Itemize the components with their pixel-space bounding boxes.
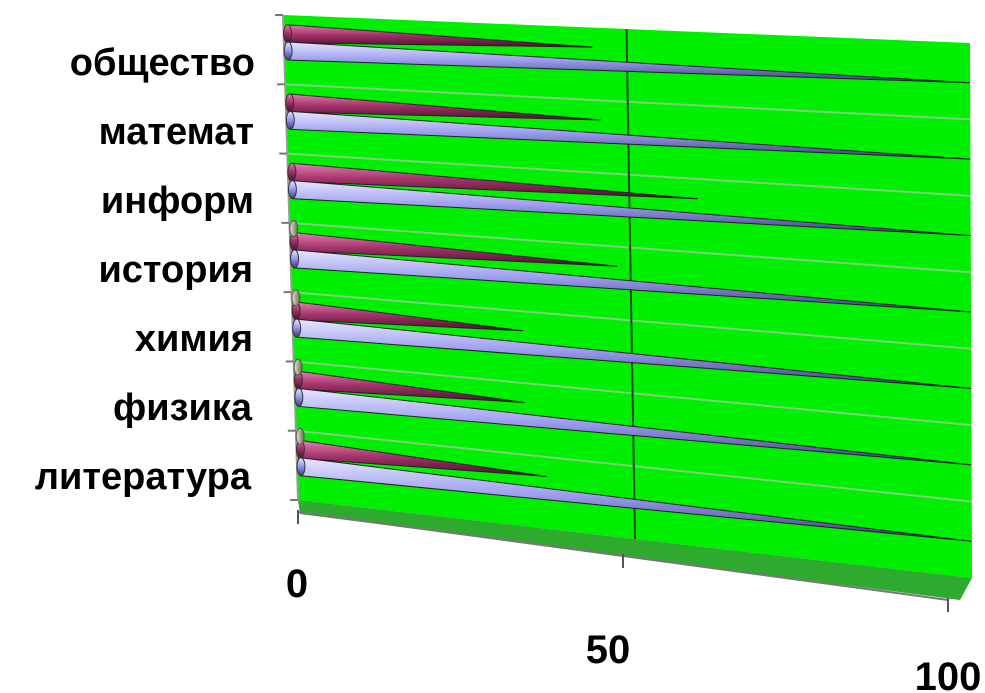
- bar-series-3: [293, 358, 303, 376]
- tick-labels: 0 50 100: [286, 562, 982, 693]
- bar-series-2: [287, 180, 971, 237]
- bar-series-2: [294, 387, 972, 466]
- value-axis: [275, 14, 949, 612]
- x-tick-label: 0: [286, 562, 308, 606]
- category-label: информ: [101, 180, 254, 222]
- category-label: литература: [35, 456, 252, 498]
- x-tick-label: 50: [586, 628, 631, 672]
- bar-series-1: [289, 232, 617, 267]
- category-label: физика: [113, 387, 253, 429]
- category-label: химия: [135, 318, 253, 360]
- bar-series-2: [283, 41, 971, 84]
- bar-series-2: [285, 110, 971, 160]
- bar-series-2: [290, 249, 972, 313]
- x-tick-label: 100: [915, 655, 982, 693]
- chart-floor: [298, 500, 972, 600]
- bar-series-3: [289, 220, 299, 238]
- bar-series-2: [296, 457, 972, 542]
- bar-series-3: [295, 427, 305, 445]
- bar-series-2: [292, 318, 972, 389]
- bar-series-1: [287, 162, 698, 200]
- bar-series-1: [285, 93, 601, 121]
- bar-series-1: [283, 24, 593, 48]
- bars: [283, 24, 972, 542]
- category-label: математ: [99, 111, 254, 153]
- chart-wall: [283, 15, 972, 578]
- category-label: история: [98, 249, 253, 291]
- category-label: общество: [70, 42, 255, 84]
- bar-series-3: [291, 289, 301, 307]
- category-labels: общество математ информ история химия физика л…: [35, 42, 255, 498]
- bar-series-1: [293, 370, 525, 403]
- bar-series-1: [291, 301, 524, 332]
